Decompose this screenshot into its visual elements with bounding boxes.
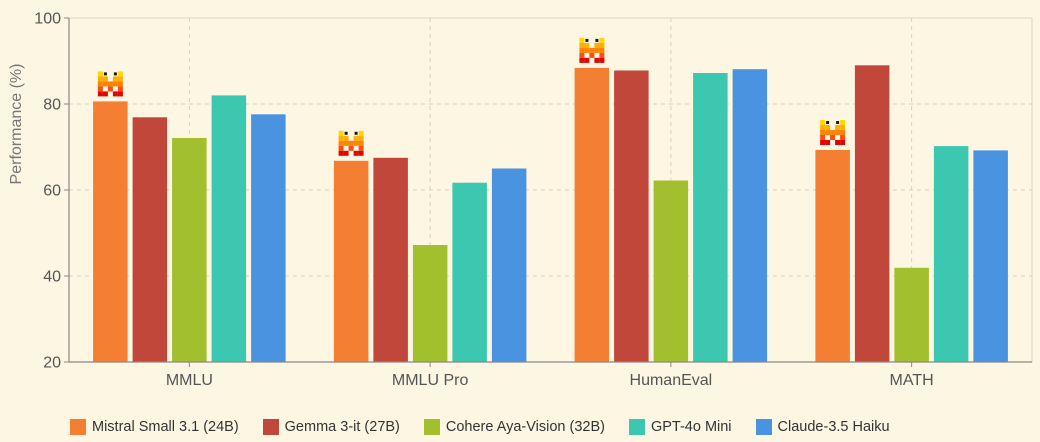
bar xyxy=(973,150,1008,362)
mistral-logo-icon xyxy=(338,130,364,156)
bar xyxy=(251,114,286,362)
bar xyxy=(732,69,768,362)
y-tick-label: 80 xyxy=(43,97,61,114)
mistral-logo-icon xyxy=(820,120,846,145)
bar xyxy=(412,245,448,362)
bar xyxy=(854,65,890,363)
y-tick-label: 60 xyxy=(43,183,61,200)
bar xyxy=(614,70,649,362)
y-axis-label: Performance (%) xyxy=(8,64,25,185)
bar xyxy=(894,267,929,362)
legend-label: Mistral Small 3.1 (24B) xyxy=(92,419,239,435)
bar xyxy=(172,138,207,362)
bar xyxy=(653,180,689,362)
bar xyxy=(933,146,969,362)
y-tick-label: 40 xyxy=(43,269,61,286)
x-tick-label: HumanEval xyxy=(630,372,713,389)
bar xyxy=(815,150,850,362)
bar xyxy=(693,73,728,362)
bar xyxy=(211,95,247,363)
legend-swatch xyxy=(262,419,279,435)
y-tick-label: 100 xyxy=(34,11,61,28)
y-tick-label: 20 xyxy=(43,355,61,372)
bar xyxy=(333,160,369,362)
bar xyxy=(373,157,408,363)
legend-swatch xyxy=(423,419,440,435)
x-tick-label: MATH xyxy=(890,372,934,389)
legend-label: Cohere Aya-Vision (32B) xyxy=(445,419,605,435)
axes: 20 40 60 80 100 MMLU MMLU Pro HumanEval MATH xyxy=(34,11,1032,389)
logo-annotations xyxy=(97,37,846,156)
legend-item: Gemma 3-it (27B) xyxy=(262,419,400,435)
bar xyxy=(93,101,128,363)
x-tick-label: MMLU xyxy=(166,372,213,389)
legend-item: GPT-4o Mini xyxy=(628,419,732,435)
legend-label: GPT-4o Mini xyxy=(650,419,732,435)
legend-swatch xyxy=(628,419,645,435)
bar xyxy=(574,67,610,363)
legend-item: Mistral Small 3.1 (24B) xyxy=(70,419,239,435)
bar xyxy=(491,168,527,362)
x-tick-label: MMLU Pro xyxy=(392,372,469,389)
legend-swatch xyxy=(755,419,772,435)
legend-item: Claude-3.5 Haiku xyxy=(755,419,890,435)
bar xyxy=(132,117,168,362)
mistral-logo-icon xyxy=(97,71,123,97)
mistral-logo-icon xyxy=(579,37,605,63)
legend-swatch xyxy=(70,419,86,435)
bars xyxy=(93,65,1008,363)
bar xyxy=(452,182,487,362)
legend-item: Cohere Aya-Vision (32B) xyxy=(423,419,605,435)
legend-label: Claude-3.5 Haiku xyxy=(777,419,890,435)
legend-label: Gemma 3-it (27B) xyxy=(284,419,400,435)
legend: Mistral Small 3.1 (24B) Gemma 3-it (27B) C… xyxy=(70,416,914,438)
